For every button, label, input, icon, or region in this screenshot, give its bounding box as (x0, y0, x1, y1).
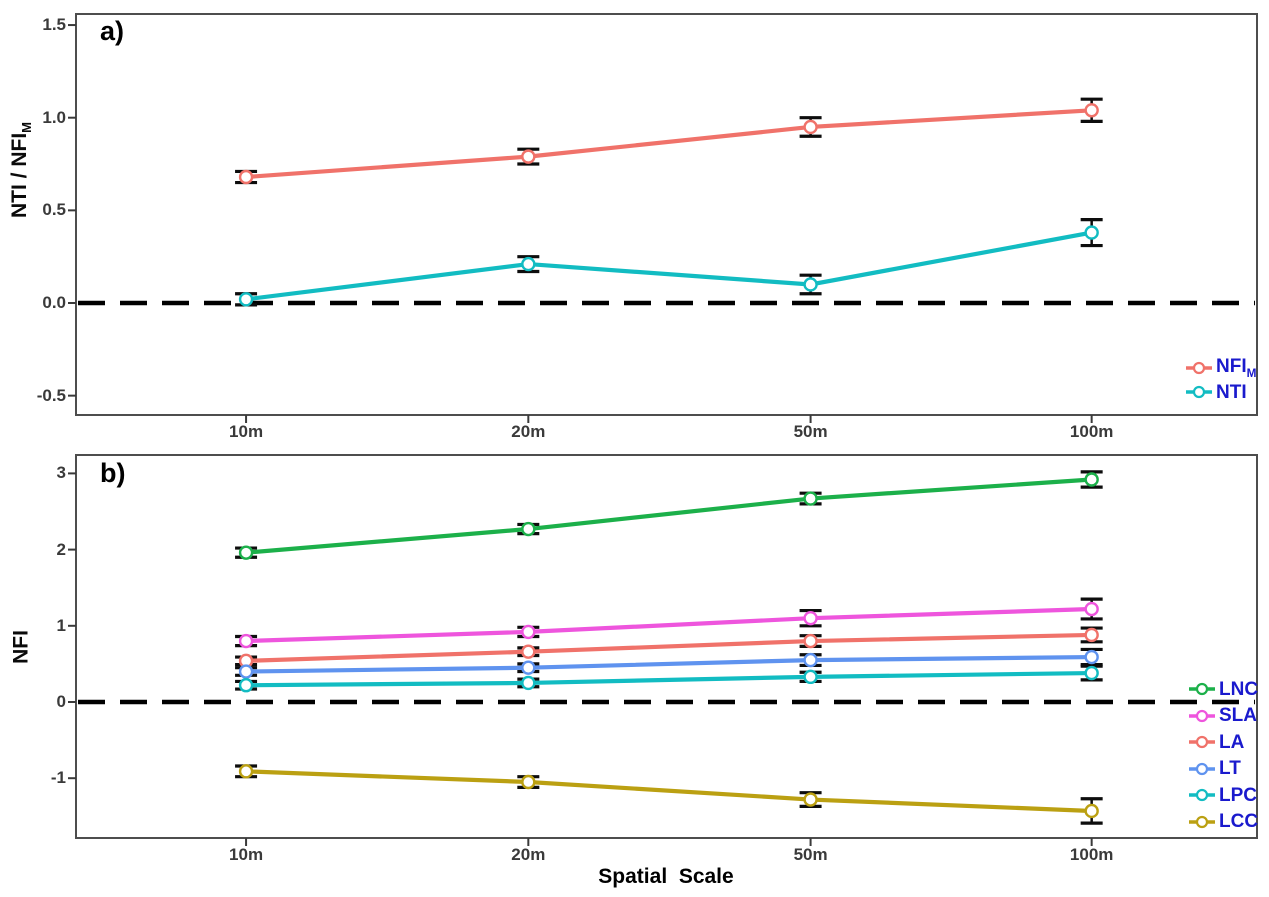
panel-b-y-tick-label: 1 (56, 615, 66, 635)
data-point-lcc (1084, 803, 1099, 819)
panel-b-y-tick-label: -1 (50, 768, 66, 788)
legend-item-nfim: NFIM (1184, 356, 1256, 380)
panel-b-letter: b) (100, 458, 126, 488)
panel-a-y-tick-label: 0.5 (42, 200, 66, 220)
series-line-lpc (243, 670, 1094, 688)
panel-a-x-tick-label: 20m (511, 422, 546, 441)
data-point-nti (1084, 225, 1099, 240)
legend-key-circle (1195, 736, 1209, 749)
data-point-la (803, 633, 818, 649)
legend-label-sla: SLA (1219, 705, 1257, 727)
legend-key-circle (1195, 789, 1209, 802)
legend-label-lnc: LNC (1219, 678, 1259, 700)
legend-key-icon-lcc (1189, 815, 1215, 828)
legend-key-circle (1195, 709, 1209, 722)
data-point-lnc (238, 545, 254, 560)
data-point-sla (238, 633, 254, 649)
legend-item-lt: LT (1187, 756, 1258, 783)
data-point-sla (521, 624, 536, 640)
data-point-nfim (803, 119, 818, 135)
data-point-la (1084, 627, 1099, 643)
series-line-nti (243, 230, 1094, 302)
data-point-nti (238, 292, 254, 307)
legend-key-icon-lnc (1189, 683, 1215, 696)
panel-a-letter: a) (100, 16, 125, 46)
data-point-la (521, 644, 536, 659)
data-point-lpc (1084, 665, 1099, 681)
legend-key-icon-nfim (1186, 361, 1212, 375)
panel-a-y-tick-label: -0.5 (36, 385, 66, 405)
panel-b-x-tick-label: 10m (229, 845, 264, 864)
panel-a-legend: NFIM NTI (1184, 356, 1256, 404)
panel-b-legend: LNC SLA LA LT LPC LCC (1187, 676, 1258, 835)
series-line-lnc (243, 477, 1094, 555)
panel-a-x-tick-label: 100m (1069, 422, 1114, 441)
data-point-lpc (803, 669, 818, 685)
series-line-la (243, 632, 1094, 663)
data-point-lt (803, 652, 818, 668)
legend-item-sla: SLA (1187, 703, 1258, 730)
legend-key-circle (1195, 683, 1209, 696)
legend-key-circle (1192, 361, 1206, 375)
legend-label-la: LA (1219, 731, 1245, 753)
data-point-lt (238, 664, 254, 679)
data-point-nfim (1084, 103, 1099, 118)
panel-b-x-tick-label: 20m (511, 845, 546, 864)
legend-label-lpc: LPC (1219, 784, 1257, 806)
data-point-lpc (521, 675, 536, 691)
legend-key-icon-sla (1189, 709, 1215, 722)
x-axis-title: Spatial Scale (598, 865, 734, 888)
legend-label-nti: NTI (1216, 381, 1247, 403)
data-point-lnc (803, 491, 818, 506)
legend-key-circle (1192, 385, 1206, 399)
data-point-sla (803, 610, 818, 626)
data-point-nti (803, 277, 818, 292)
series-line-lt (243, 654, 1094, 674)
legend-item-lcc: LCC (1187, 809, 1258, 836)
data-point-lcc (521, 774, 536, 790)
data-point-nti (521, 256, 536, 272)
data-point-lcc (238, 764, 254, 779)
legend-key-icon-la (1189, 736, 1215, 749)
panel-a-x-tick-label: 50m (793, 422, 828, 441)
data-point-lpc (238, 678, 254, 693)
panel-b-border (75, 454, 1258, 839)
legend-key-icon-lpc (1189, 789, 1215, 802)
legend-label-lcc: LCC (1219, 811, 1259, 833)
panel-b-x-tick-label: 100m (1069, 845, 1114, 864)
legend-label-lt: LT (1219, 758, 1241, 780)
data-point-lt (1084, 649, 1099, 665)
panel-b-y-tick-label: 2 (56, 539, 66, 559)
legend-key-icon-nti (1186, 385, 1212, 399)
data-point-nfim (238, 169, 254, 185)
series-line-sla (243, 606, 1094, 644)
panel-a-x-tick-label: 10m (229, 422, 264, 441)
panel-a-border (75, 13, 1258, 416)
data-point-lnc (1084, 472, 1099, 487)
panel-a-y-tick-label: 1.5 (42, 15, 66, 35)
series-line-nfim (243, 108, 1094, 180)
legend-item-nti: NTI (1184, 380, 1256, 404)
legend-item-la: LA (1187, 729, 1258, 756)
legend-label-nfim: NFIM (1216, 355, 1257, 380)
legend-item-lnc: LNC (1187, 676, 1258, 703)
legend-item-lpc: LPC (1187, 782, 1258, 809)
series-line-lcc (243, 769, 1094, 814)
panel-b-x-tick-label: 50m (793, 845, 828, 864)
panel-a-y-tick-label: 1.0 (42, 107, 66, 127)
panel-b-y-tick-label: 0 (56, 692, 66, 711)
data-point-sla (1084, 601, 1099, 617)
legend-key-circle (1195, 762, 1209, 775)
legend-key-circle (1195, 815, 1209, 828)
panel-a-y-tick-label: 0.0 (42, 293, 66, 312)
data-point-lcc (803, 792, 818, 807)
data-point-lnc (521, 521, 536, 537)
panel-b-y-tick-label: 3 (56, 463, 66, 483)
data-point-lt (521, 660, 536, 675)
data-point-nfim (521, 149, 536, 164)
legend-key-icon-lt (1189, 762, 1215, 775)
